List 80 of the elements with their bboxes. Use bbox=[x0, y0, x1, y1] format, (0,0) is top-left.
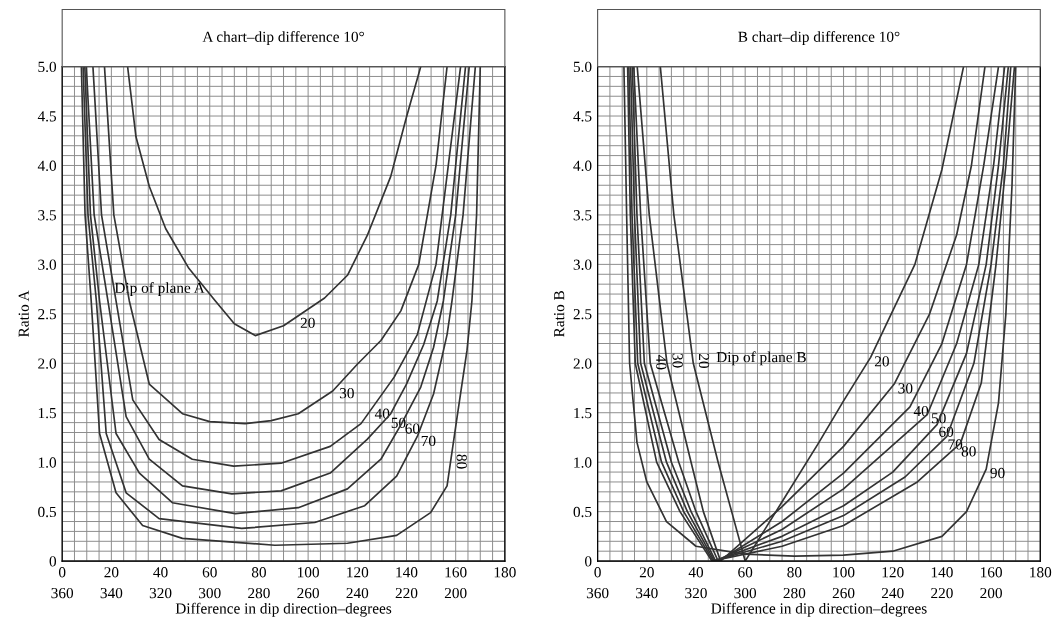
y-tick-label: 4.0 bbox=[573, 160, 592, 171]
annotation: 40 bbox=[913, 405, 929, 417]
y-tick-label: 0 bbox=[49, 556, 57, 567]
annotation: 40 bbox=[656, 355, 667, 370]
x-tick-label: 100 bbox=[298, 567, 319, 578]
annotation: 60 bbox=[405, 423, 420, 434]
x-tick-label: 40 bbox=[153, 567, 168, 578]
x-tick-label: 160 bbox=[981, 567, 1002, 578]
y-tick-label: 4.0 bbox=[37, 160, 57, 171]
annotation: 90 bbox=[990, 467, 1005, 479]
x2-tick-label: 320 bbox=[685, 587, 707, 599]
y-tick-label: 3.5 bbox=[38, 210, 57, 221]
annotation: 80 bbox=[961, 446, 976, 457]
y-tick-label: 2.0 bbox=[573, 358, 592, 369]
y-tick-label: 0.5 bbox=[573, 506, 592, 518]
y-tick-label: 0.5 bbox=[38, 506, 57, 518]
x2-tick-label: 340 bbox=[636, 587, 658, 599]
x-tick-label: 120 bbox=[882, 567, 904, 578]
x2-tick-label: 200 bbox=[980, 587, 1002, 599]
x2-tick-label: 240 bbox=[881, 587, 904, 599]
x2-tick-label: 320 bbox=[149, 587, 172, 599]
x2-tick-label: 280 bbox=[248, 587, 270, 599]
x-axis-title: Difference in dip direction–degrees bbox=[711, 602, 927, 617]
y-tick-label: 1.5 bbox=[574, 407, 592, 419]
y-tick-label: 2.5 bbox=[573, 309, 592, 320]
annotation: 20 bbox=[698, 353, 710, 368]
x2-tick-label: 300 bbox=[734, 587, 757, 599]
x-tick-label: 60 bbox=[738, 567, 753, 578]
x2-tick-label: 340 bbox=[100, 587, 123, 599]
x2-tick-label: 220 bbox=[395, 587, 418, 599]
y-tick-label: 4.5 bbox=[37, 111, 57, 122]
x-tick-label: 60 bbox=[202, 567, 217, 578]
x-tick-label: 80 bbox=[787, 567, 802, 578]
x-tick-label: 20 bbox=[639, 567, 654, 578]
y-tick-label: 3.0 bbox=[573, 259, 592, 270]
annotation: 30 bbox=[898, 383, 913, 394]
x-tick-label: 0 bbox=[58, 567, 66, 578]
x2-tick-label: 360 bbox=[51, 587, 74, 599]
x-axis-title: Difference in dip direction–degrees bbox=[175, 602, 392, 617]
annotation: 30 bbox=[672, 353, 683, 368]
x-tick-label: 160 bbox=[445, 567, 467, 578]
x-tick-label: 140 bbox=[931, 567, 953, 578]
x2-tick-label: 300 bbox=[199, 587, 221, 599]
x2-tick-label: 260 bbox=[297, 587, 319, 599]
annotation: 20 bbox=[300, 317, 315, 329]
y-tick-label: 1.0 bbox=[574, 457, 592, 468]
y-tick-label: 1.5 bbox=[38, 407, 57, 419]
x2-tick-label: 220 bbox=[931, 587, 953, 599]
x-tick-label: 180 bbox=[1030, 567, 1052, 578]
annotation: 80 bbox=[456, 454, 467, 469]
y-tick-label: 1.0 bbox=[38, 457, 57, 468]
y-tick-label: 2.0 bbox=[38, 358, 57, 369]
x2-tick-label: 280 bbox=[783, 587, 806, 599]
annotation: 30 bbox=[339, 388, 354, 399]
x2-tick-label: 260 bbox=[832, 587, 855, 599]
x-tick-label: 120 bbox=[347, 567, 369, 578]
x2-tick-label: 360 bbox=[586, 587, 609, 599]
x-tick-label: 140 bbox=[396, 567, 418, 578]
y-tick-label: 0 bbox=[585, 556, 592, 567]
x-tick-label: 80 bbox=[251, 567, 266, 578]
y-tick-label: 5.0 bbox=[573, 61, 592, 73]
x-tick-label: 20 bbox=[104, 567, 119, 578]
x-tick-label: 0 bbox=[594, 567, 601, 578]
annotation: Dip of plane B bbox=[716, 351, 806, 366]
y-tick-label: 3.5 bbox=[573, 210, 592, 221]
x-tick-label: 180 bbox=[494, 567, 516, 578]
y-axis-title: Ratio B bbox=[554, 291, 565, 337]
y-tick-label: 2.5 bbox=[38, 309, 57, 320]
x-tick-label: 100 bbox=[833, 567, 855, 578]
y-axis-title: Ratio A bbox=[18, 290, 29, 337]
x2-tick-label: 240 bbox=[346, 587, 369, 599]
x-tick-label: 40 bbox=[688, 567, 704, 578]
y-tick-label: 4.5 bbox=[573, 111, 592, 122]
annotation: 20 bbox=[874, 356, 889, 367]
y-tick-label: 3.0 bbox=[38, 259, 57, 270]
chart-title: A chart–dip difference 10° bbox=[202, 31, 364, 46]
x2-tick-label: 200 bbox=[444, 587, 467, 599]
y-tick-label: 5.0 bbox=[38, 61, 57, 73]
chart-title: B chart–dip difference 10° bbox=[738, 31, 900, 46]
annotation: 70 bbox=[421, 435, 436, 447]
